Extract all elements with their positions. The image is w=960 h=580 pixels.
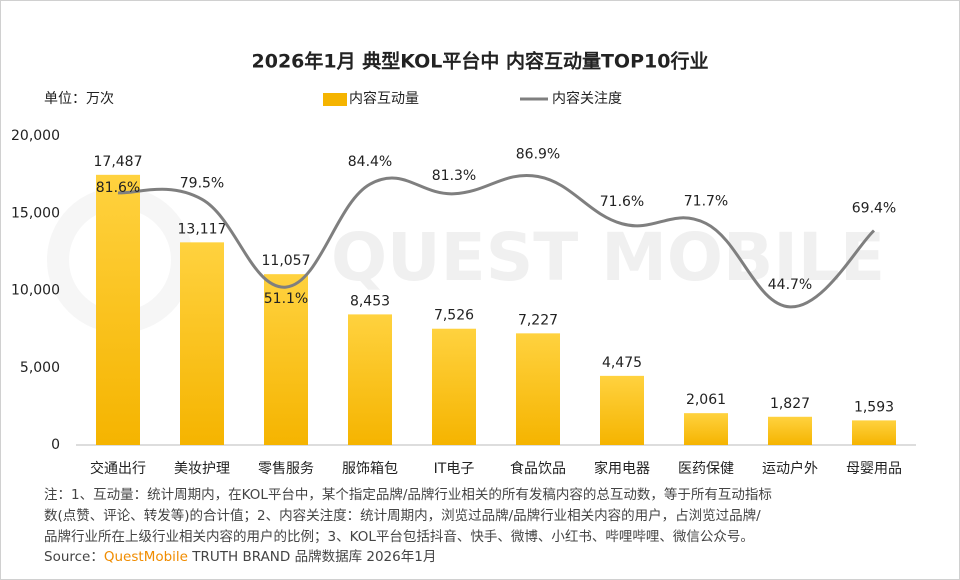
line-value-label: 51.1% [264, 291, 308, 307]
source-prefix-text: Source： [44, 549, 104, 565]
y-tick-label: 15,000 [11, 205, 60, 221]
bar-value-label: 1,593 [854, 399, 894, 415]
bar-value-label: 7,227 [518, 312, 558, 328]
bar-value-label: 11,057 [262, 253, 311, 269]
x-tick-label: 服饰箱包 [342, 461, 398, 477]
note-line: 数(点赞、评论、转发等)的合计值；2、内容关注度：统计周期内，浏览过品牌/品牌行… [44, 507, 761, 524]
bar-value-label: 8,453 [350, 293, 390, 309]
x-tick-label: IT电子 [434, 461, 475, 477]
note-line: 品牌行业所在上级行业相关内容的用户的比例；3、KOL平台包括抖音、快手、微博、小… [44, 528, 754, 545]
line [117, 173, 876, 309]
bar [432, 328, 476, 445]
x-tick-label: 零售服务 [258, 461, 314, 477]
line-value-label: 81.6% [96, 180, 140, 196]
source-rest: TRUTH BRAND 品牌数据库 2026年1月 [188, 548, 436, 565]
y-tick-label: 0 [51, 437, 60, 453]
bar [180, 242, 224, 445]
line-value-label: 84.4% [348, 154, 392, 170]
x-tick-label: 母婴用品 [846, 461, 902, 477]
legend-label: 内容互动量 [349, 90, 419, 107]
x-tick-label: 美妆护理 [174, 461, 230, 477]
line-value-label: 69.4% [852, 201, 896, 217]
bar [348, 314, 392, 445]
x-tick-label: 运动户外 [762, 460, 818, 477]
source-prefix: Source：QuestMobile TRUTH BRAND 品牌数据库 202… [44, 548, 436, 565]
line-value-label: 86.9% [516, 146, 560, 162]
y-tick-label: 20,000 [11, 128, 60, 144]
bar [96, 174, 140, 445]
bar-value-label: 2,061 [686, 392, 726, 408]
x-tick-label: 交通出行 [90, 460, 146, 477]
line-value-label: 71.7% [684, 193, 728, 209]
bar [684, 413, 728, 445]
line-value-label: 81.3% [432, 168, 476, 184]
bar-value-label: 17,487 [94, 154, 143, 170]
x-tick-label: 医药保健 [678, 461, 734, 477]
legend-label: 内容关注度 [552, 90, 622, 107]
bar [516, 333, 560, 445]
line-value-label: 44.7% [768, 277, 812, 293]
x-tick-label: 家用电器 [594, 460, 650, 477]
bar [264, 274, 308, 445]
line-value-label: 79.5% [180, 175, 224, 191]
bar [600, 375, 644, 445]
y-tick-label: 5,000 [20, 360, 60, 376]
y-tick-label: 10,000 [11, 283, 60, 299]
note-line: 注：1、互动量：统计周期内，在KOL平台中，某个指定品牌/品牌行业相关的所有发稿… [44, 486, 772, 503]
line-value-label: 71.6% [600, 194, 644, 210]
bar [768, 416, 812, 445]
bar-value-label: 1,827 [770, 396, 810, 412]
chart-title: 2026年1月 典型KOL平台中 内容互动量TOP10行业 [252, 50, 709, 73]
legend-swatch [323, 93, 347, 106]
bar-value-label: 4,475 [602, 355, 642, 371]
watermark: QUEST MOBILE [331, 219, 885, 296]
bar [852, 420, 896, 445]
x-tick-label: 食品饮品 [510, 460, 566, 477]
unit-label: 单位：万次 [44, 91, 114, 107]
source-brand: QuestMobile [104, 549, 188, 565]
bar-value-label: 7,526 [434, 308, 474, 324]
bar-value-label: 13,117 [178, 221, 227, 237]
